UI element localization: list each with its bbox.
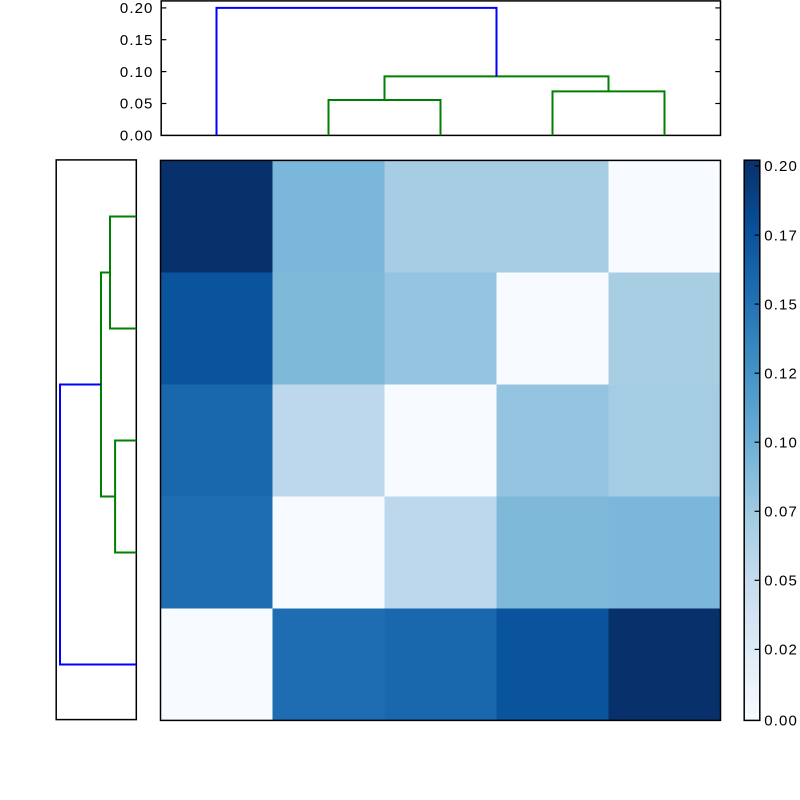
svg-text:0.20: 0.20 bbox=[764, 158, 798, 175]
svg-text:0.12: 0.12 bbox=[764, 365, 798, 382]
svg-text:0.07: 0.07 bbox=[764, 504, 798, 521]
svg-text:0.02: 0.02 bbox=[764, 642, 798, 659]
svg-text:0.00: 0.00 bbox=[120, 128, 154, 145]
svg-text:0.15: 0.15 bbox=[120, 32, 154, 49]
svg-text:0.05: 0.05 bbox=[120, 96, 154, 113]
svg-text:0.10: 0.10 bbox=[120, 64, 154, 81]
svg-text:0.10: 0.10 bbox=[764, 434, 798, 451]
svg-text:0.20: 0.20 bbox=[120, 0, 154, 17]
svg-text:0.15: 0.15 bbox=[764, 296, 798, 313]
svg-text:0.05: 0.05 bbox=[764, 573, 798, 590]
svg-text:0.17: 0.17 bbox=[764, 227, 798, 244]
svg-text:0.00: 0.00 bbox=[764, 712, 798, 729]
